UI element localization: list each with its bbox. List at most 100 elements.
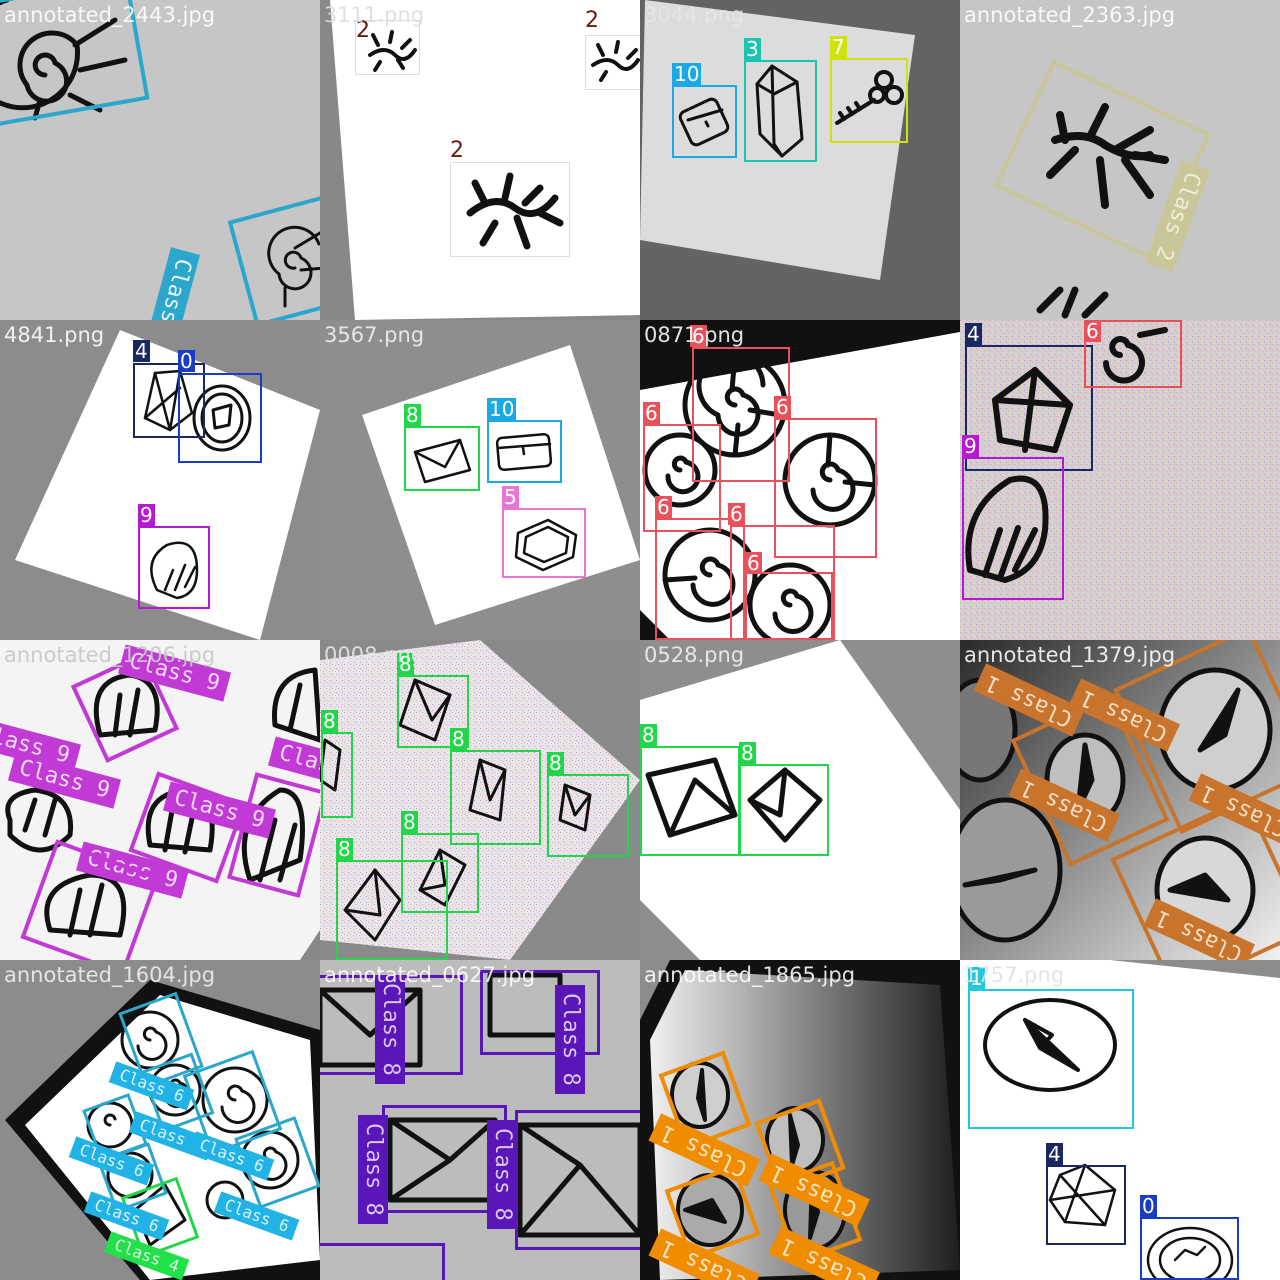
class-label: 8 (404, 403, 421, 427)
class-label: 2 (450, 138, 464, 163)
class-label: 8 (640, 723, 657, 747)
tile-filename: 1757.png (964, 963, 1065, 987)
bbox (745, 572, 833, 640)
bbox (138, 526, 210, 609)
treasure-chest-icon (678, 97, 730, 147)
tile-filename: annotated_1379.jpg (964, 643, 1176, 667)
bbox (321, 732, 353, 818)
tile-filename: annotated_2443.jpg (4, 3, 216, 27)
bbox (739, 764, 829, 856)
coin-icon (192, 384, 252, 452)
tile-filename: 3567.png (324, 323, 425, 347)
bbox (962, 457, 1064, 600)
envelope-icon (413, 438, 472, 484)
class-label: 4 (1046, 1142, 1063, 1166)
tile-background (320, 320, 640, 640)
class-label: 0 (1140, 1194, 1157, 1218)
bbox (1140, 1217, 1239, 1280)
tile-background (320, 0, 640, 320)
tile-filename: annotated_1206.jpg (4, 643, 216, 667)
tile-annotated-1206: Class 9 Class 9 Class 9 Class 9 Class 9 … (0, 640, 320, 960)
class-label: 10 (672, 62, 702, 86)
class-label: 6 (690, 324, 707, 348)
class-label: 8 (450, 727, 467, 751)
tile-filename: annotated_2363.jpg (964, 3, 1176, 27)
icon-group (983, 998, 1234, 1280)
crystal-icon (965, 327, 1168, 583)
tile-background (960, 960, 1280, 1280)
tile-0008: 8 8 8 8 8 8 0008.png (320, 640, 640, 960)
gem-icon (514, 518, 578, 572)
class-label: 6 (655, 495, 672, 519)
class-label: 2 (356, 18, 370, 43)
class-label: 8 (397, 652, 414, 676)
tile-filename: 3111.png (324, 3, 425, 27)
bbox (774, 418, 877, 558)
class-label: 7 (830, 35, 847, 59)
tile-filename: 0008.png (324, 643, 425, 667)
class-label: 8 (321, 709, 338, 733)
envelope-group (320, 678, 592, 942)
tile-annotated-2443: Class 6 annotated_2443.jpg (0, 0, 320, 320)
class-label: 9 (138, 503, 155, 527)
bbox (502, 508, 586, 578)
bbox (640, 746, 740, 856)
tile-4841: 4 0 9 4841.png (0, 320, 320, 640)
tile-filename: 0528.png (644, 643, 745, 667)
tile-background (640, 640, 960, 960)
bbox (744, 60, 817, 162)
class-label: 8 (739, 741, 756, 765)
class-label: 1 (968, 966, 985, 990)
tile-0528: 8 8 0528.png (640, 640, 960, 960)
tile-background (960, 0, 1280, 320)
class-label: 6 (774, 395, 791, 419)
ammonite-icon (0, 0, 128, 121)
class-label: 9 (962, 434, 979, 458)
class-label: 2 (585, 8, 599, 33)
tile-filename: 4841.png (4, 323, 105, 347)
tile-filename: annotated_1604.jpg (4, 963, 216, 987)
bbox (1046, 1165, 1126, 1245)
tile-annotated-1865: Class 1 Class 1 Class 1 Class 1 annotate… (640, 960, 960, 1280)
bbox (643, 424, 721, 532)
ammonite-icon (267, 225, 320, 308)
class-label: 4 (133, 339, 150, 363)
class-label: 3 (744, 37, 761, 61)
tile-3044: 10 3 7 3044.png (640, 0, 960, 320)
class-label: 8 (336, 837, 353, 861)
class-label: 4 (965, 322, 982, 346)
seashell-icon (150, 541, 199, 600)
class-label: Class 8 (487, 1120, 517, 1229)
tile-annotated-1379: Class 1 Class 1 Class 1 Class 1 Class 1 … (960, 640, 1280, 960)
tile-annotated-2363: Class 2 annotated_2363.jpg (960, 0, 1280, 320)
bbox (404, 426, 480, 491)
bbox (178, 373, 262, 463)
tile-3111: 2 2 2 3111.png (320, 0, 640, 320)
class-label: Class 8 (555, 985, 585, 1094)
tile-annotated-1604: Class 6 Class 6 Class 6 Class 6 Class 6 … (0, 960, 320, 1280)
bbox (585, 35, 640, 90)
tile-1757: 1 4 0 1757.png (960, 960, 1280, 1280)
tile-noise: 4 6 9 (960, 320, 1280, 640)
envelope-group (645, 757, 823, 843)
bbox (450, 162, 570, 257)
bbox (133, 363, 205, 438)
class-label: 5 (502, 485, 519, 509)
tile-filename: annotated_0627.jpg (324, 963, 536, 987)
class-label: Class 8 (375, 975, 405, 1084)
class-label: 6 (1084, 320, 1101, 343)
bbox (487, 420, 562, 483)
coral-icon (1036, 286, 1109, 319)
tile-3567: 8 10 5 3567.png (320, 320, 640, 640)
bbox (965, 345, 1093, 471)
tile-0871: 6 6 6 6 6 6 0871.png (640, 320, 960, 640)
bbox (320, 1243, 445, 1280)
key-icon (835, 70, 904, 125)
coral-icon (1046, 103, 1169, 209)
treasure-chest-icon (495, 432, 553, 472)
class-label: 10 (487, 397, 517, 421)
bbox (672, 85, 737, 158)
crystal-icon (755, 64, 804, 158)
tile-background (0, 320, 320, 640)
